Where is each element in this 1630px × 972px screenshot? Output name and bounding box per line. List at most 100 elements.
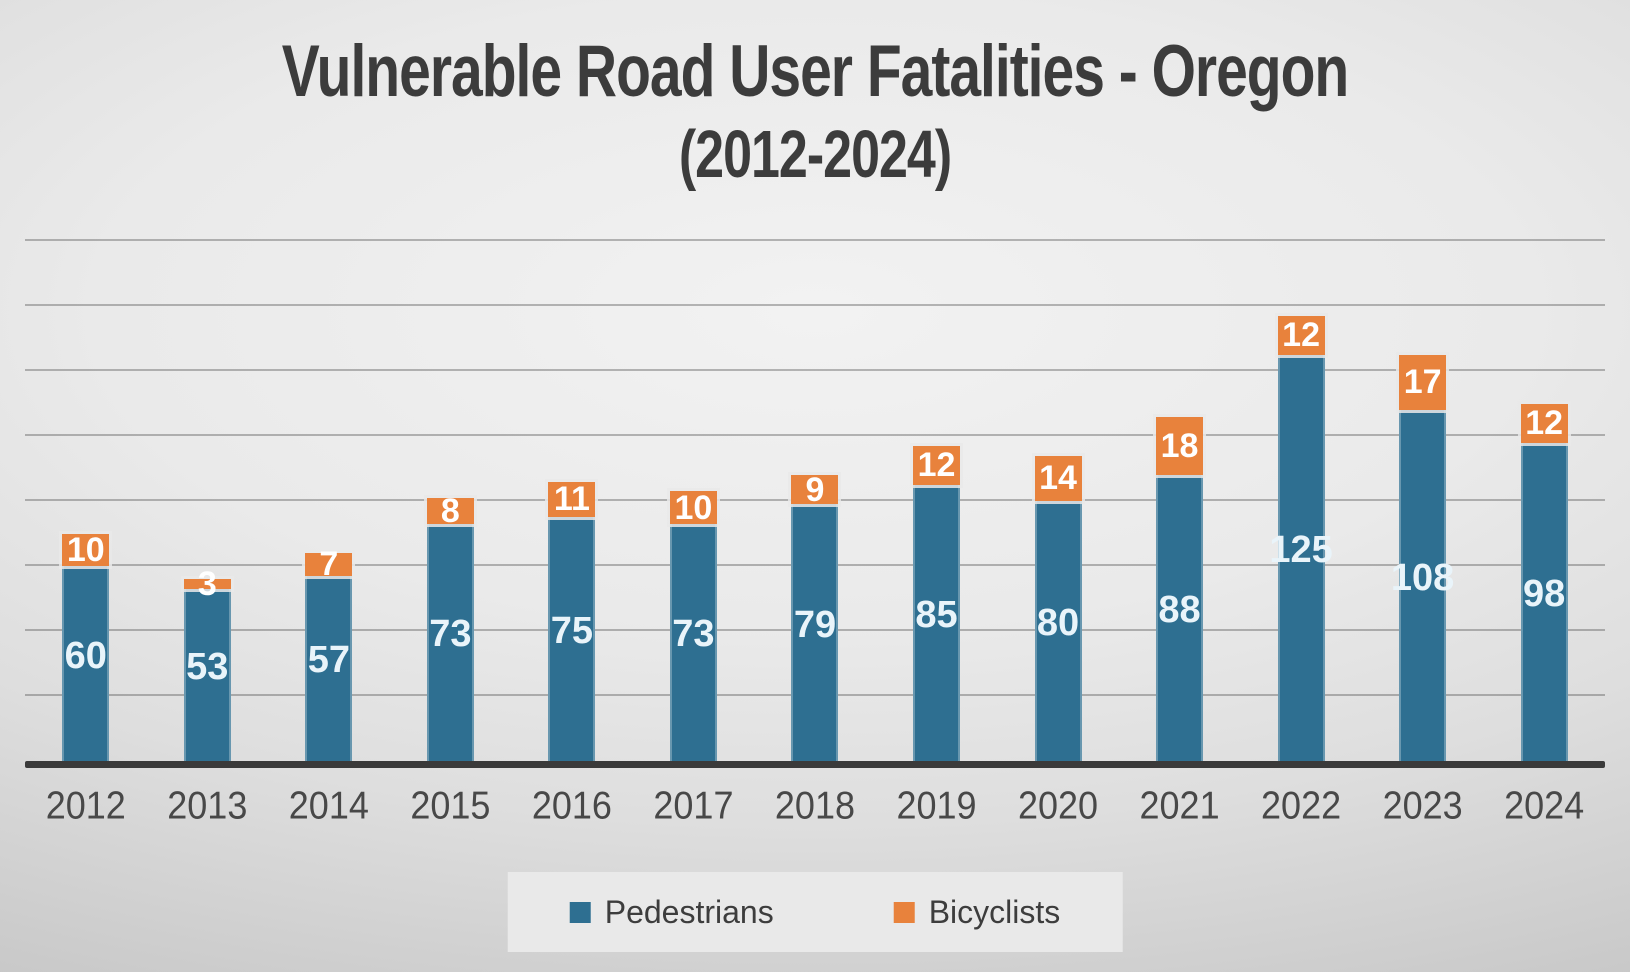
bar-group-2016: 11 75 — [548, 480, 596, 761]
gridline — [25, 239, 1605, 241]
bicyclists-segment: 10 — [62, 530, 110, 569]
bar-group-2015: 8 73 — [426, 494, 474, 761]
pedestrians-value-label: 73 — [672, 613, 715, 656]
bicyclists-value-label: 12 — [1525, 404, 1564, 442]
bars-container: 10 60 3 53 7 57 8 73 11 75 10 73 9 79 12 85 14 80 18 88 12 12… — [25, 221, 1605, 761]
pedestrians-value-label: 108 — [1390, 556, 1455, 599]
pedestrians-value-label: 88 — [1158, 589, 1201, 631]
pedestrians-value-label: 73 — [429, 613, 472, 656]
bicyclists-value-label: 11 — [553, 480, 590, 519]
legend: Pedestrians Bicyclists — [507, 872, 1123, 952]
pedestrians-segment: 98 — [1520, 442, 1568, 761]
bar-group-2023: 17 108 — [1391, 354, 1454, 761]
bicyclists-value-label: 12 — [917, 446, 956, 485]
bicyclists-segment: 18 — [1156, 416, 1204, 475]
bar-slot-2018: 9 79 — [754, 221, 876, 761]
bar-slot-2014: 7 57 — [268, 221, 390, 761]
bicyclists-segment: 11 — [548, 480, 596, 519]
bar-slot-2013: 3 53 — [147, 221, 269, 761]
bar-slot-2015: 8 73 — [390, 221, 512, 761]
legend-item-bicyclists: Bicyclists — [893, 894, 1061, 930]
bicyclists-value-label: 14 — [1039, 459, 1077, 498]
pedestrians-value-label: 57 — [307, 639, 350, 682]
bar-slot-2020: 14 80 — [997, 221, 1119, 761]
pedestrians-segment: 60 — [62, 566, 110, 761]
bar-group-2019: 12 85 — [912, 445, 960, 761]
bar-slot-2024: 12 98 — [1483, 221, 1605, 761]
legend-label: Bicyclists — [928, 894, 1061, 930]
bar-group-2024: 12 98 — [1520, 403, 1568, 761]
pedestrians-segment: 57 — [305, 575, 353, 761]
bicyclists-value-label: 10 — [66, 530, 105, 569]
x-axis-label-2023: 2023 — [1382, 782, 1463, 828]
bar-group-2017: 10 73 — [669, 488, 717, 761]
pedestrians-value-label: 85 — [915, 593, 958, 636]
pedestrians-segment: 80 — [1034, 501, 1082, 761]
bicyclists-value-label: 3 — [197, 564, 217, 603]
x-axis-label-2015: 2015 — [410, 782, 491, 828]
x-axis-label-2019: 2019 — [896, 782, 977, 828]
pedestrians-value-label: 75 — [550, 610, 594, 653]
bicyclists-value-label: 9 — [805, 470, 825, 509]
x-axis-label-2020: 2020 — [1017, 782, 1099, 828]
bicyclists-segment: 17 — [1399, 354, 1447, 410]
x-axis-label-2012: 2012 — [45, 782, 126, 828]
bar-group-2013: 3 53 — [183, 567, 231, 761]
x-axis-line — [25, 761, 1605, 768]
pedestrians-segment: 73 — [669, 523, 717, 761]
bicyclists-value-label: 10 — [674, 488, 713, 527]
bar-slot-2012: 10 60 — [25, 221, 147, 761]
bar-slot-2023: 17 108 — [1362, 221, 1484, 761]
legend-swatch-bicyclists — [893, 901, 915, 923]
pedestrians-segment: 73 — [426, 523, 474, 761]
gridline — [25, 434, 1605, 436]
bicyclists-value-label: 7 — [319, 545, 339, 584]
pedestrians-segment: 79 — [791, 504, 839, 761]
bicyclists-value-label: 8 — [440, 491, 460, 530]
bicyclists-segment: 12 — [1277, 315, 1325, 355]
bar-group-2022: 12 125 — [1269, 315, 1333, 761]
x-axis-label-2024: 2024 — [1504, 782, 1585, 828]
pedestrians-value-label: 125 — [1269, 528, 1333, 571]
bicyclists-segment: 7 — [305, 547, 353, 581]
pedestrians-segment: 85 — [912, 484, 960, 761]
x-axis-label-2021: 2021 — [1139, 782, 1220, 828]
bicyclists-value-label: 18 — [1160, 426, 1199, 465]
pedestrians-value-label: 53 — [186, 645, 229, 688]
pedestrians-segment: 108 — [1391, 410, 1454, 761]
bicyclists-segment: 8 — [426, 494, 474, 528]
pedestrians-segment: 125 — [1269, 354, 1333, 761]
bar-group-2018: 9 79 — [791, 470, 839, 761]
x-axis-label-2022: 2022 — [1261, 782, 1342, 828]
bicyclists-segment: 3 — [183, 567, 231, 601]
pedestrians-segment: 53 — [183, 588, 231, 761]
bicyclists-value-label: 12 — [1282, 316, 1320, 355]
bicyclists-segment: 10 — [669, 488, 717, 527]
gridline — [25, 369, 1605, 371]
bar-slot-2021: 18 88 — [1119, 221, 1241, 761]
bar-slot-2019: 12 85 — [876, 221, 998, 761]
bar-group-2012: 10 60 — [62, 530, 110, 761]
x-axis-label-2013: 2013 — [167, 782, 248, 828]
x-axis-labels: 2012 2013 2014 2015 2016 2017 2018 2019 2020 2021… — [25, 782, 1605, 828]
chart-title: Vulnerable Road User Fatalities - Oregon — [281, 30, 1350, 113]
bicyclists-segment: 9 — [791, 470, 839, 509]
pedestrians-value-label: 80 — [1036, 602, 1080, 644]
plot-area: 10 60 3 53 7 57 8 73 11 75 10 73 9 79 12 85 14 80 18 88 12 12… — [25, 221, 1605, 768]
pedestrians-segment: 88 — [1156, 475, 1204, 761]
x-axis-label-2014: 2014 — [288, 782, 369, 828]
bar-group-2014: 7 57 — [305, 547, 353, 761]
pedestrians-value-label: 98 — [1523, 572, 1566, 615]
gridline — [25, 304, 1605, 306]
bar-slot-2022: 12 125 — [1240, 221, 1362, 761]
chart-subtitle: (2012-2024) — [678, 118, 952, 193]
bicyclists-segment: 12 — [1520, 403, 1568, 443]
bicyclists-value-label: 17 — [1403, 363, 1442, 402]
bar-slot-2017: 10 73 — [633, 221, 755, 761]
bar-group-2021: 18 88 — [1156, 416, 1204, 761]
x-axis-label-2016: 2016 — [531, 782, 612, 828]
pedestrians-segment: 75 — [548, 517, 596, 761]
bicyclists-segment: 12 — [912, 445, 960, 485]
bar-group-2020: 14 80 — [1034, 455, 1082, 761]
